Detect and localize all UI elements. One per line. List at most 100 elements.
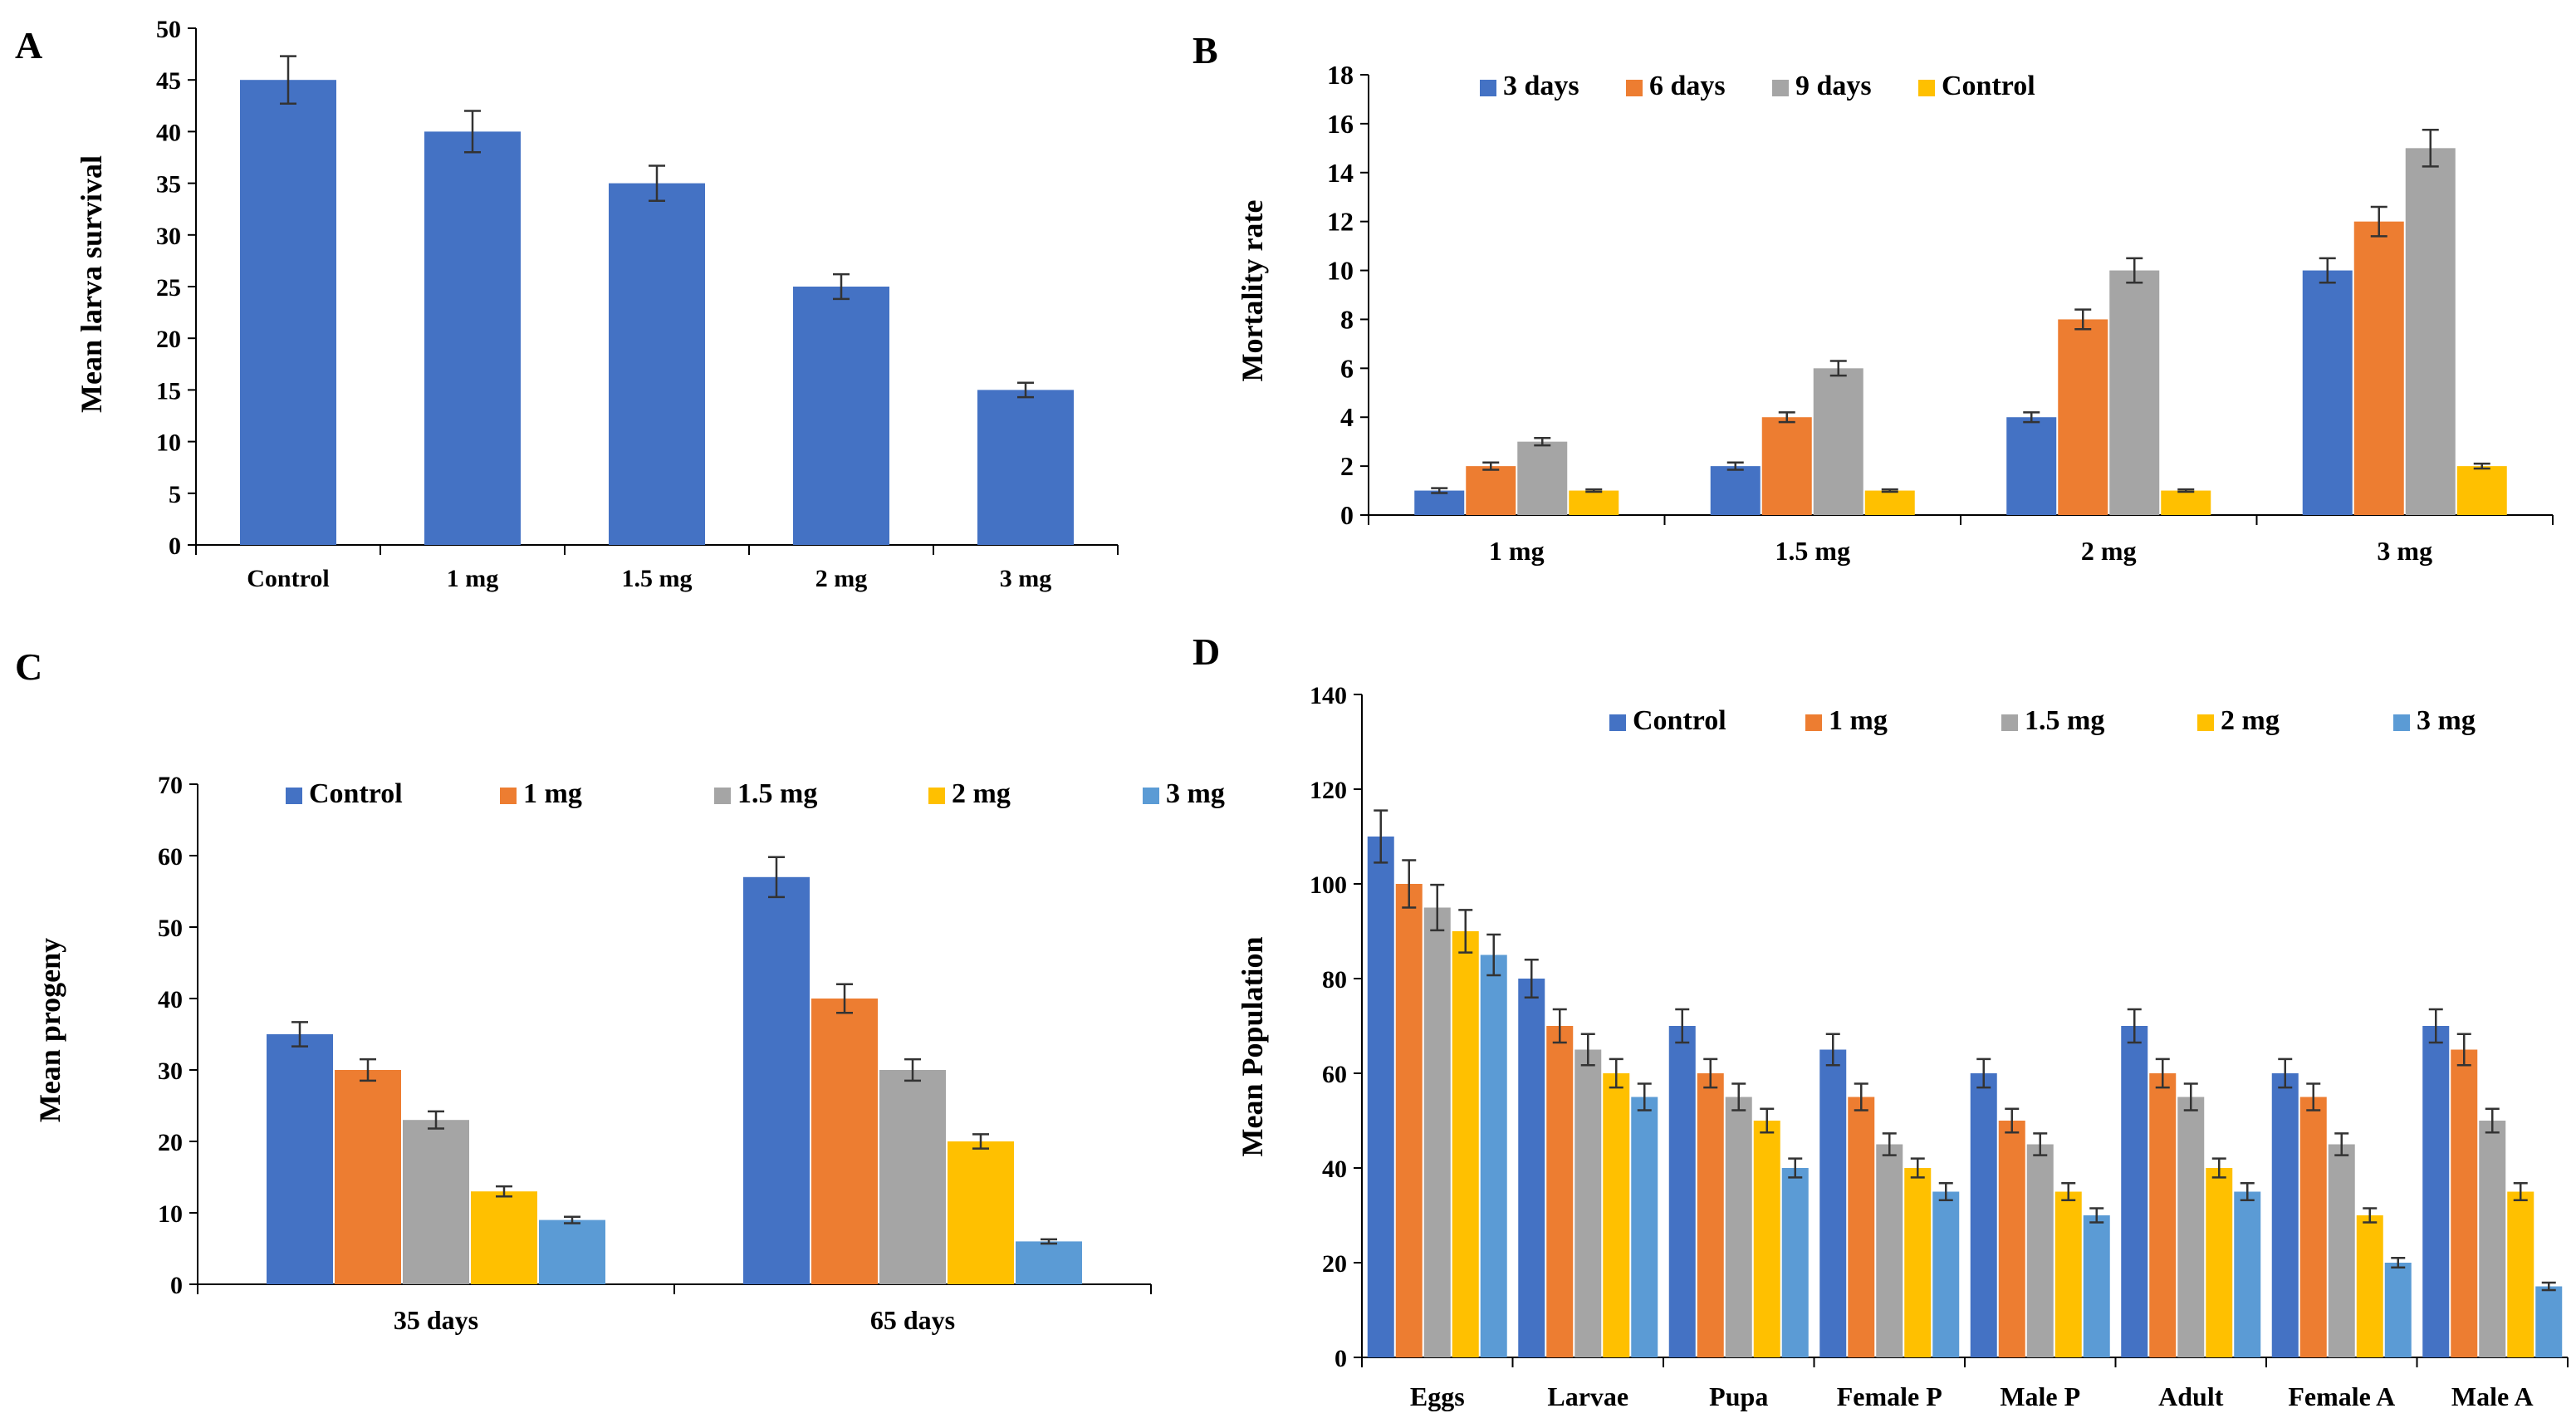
bar	[1367, 837, 1394, 1357]
bar	[2479, 1121, 2506, 1357]
bar	[2149, 1073, 2177, 1357]
bar	[2121, 1026, 2148, 1357]
bar	[2161, 490, 2211, 515]
bar	[1546, 1026, 1574, 1357]
x-tick-label: 1.5 mg	[622, 565, 693, 592]
x-tick-label: Larvae	[1547, 1381, 1628, 1411]
bar	[2299, 1097, 2327, 1357]
legend-swatch	[1143, 788, 1159, 804]
y-tick-label: 18	[1327, 60, 1354, 90]
legend-label: 3 mg	[1166, 778, 1225, 809]
bar	[1480, 954, 1507, 1357]
legend-swatch	[286, 788, 302, 804]
bar	[2422, 1026, 2450, 1357]
legend-swatch	[2393, 714, 2410, 731]
y-tick-label: 15	[156, 377, 181, 405]
panel-letter: C	[15, 645, 42, 688]
legend-item: 2 mg	[928, 778, 1011, 809]
y-axis-label: Mean larva survival	[75, 155, 108, 413]
legend-label: 2 mg	[952, 778, 1011, 809]
y-tick-label: 10	[1327, 256, 1354, 286]
bar	[977, 390, 1074, 545]
legend-item: Control	[1918, 71, 2035, 101]
legend-label: 3 mg	[2417, 705, 2476, 736]
x-tick-label: Male P	[2000, 1381, 2080, 1411]
y-tick-label: 30	[156, 223, 181, 250]
legend-item: Control	[286, 778, 403, 809]
y-tick-label: 50	[158, 915, 183, 942]
panel-letter: B	[1193, 29, 1218, 71]
bar	[2026, 1144, 2054, 1357]
bar	[2054, 1191, 2082, 1357]
y-tick-label: 10	[158, 1200, 183, 1228]
x-tick-label: 3 mg	[2377, 536, 2432, 566]
y-tick-label: 0	[169, 532, 181, 560]
legend-item: 1 mg	[500, 778, 582, 809]
bar	[2535, 1286, 2563, 1357]
y-tick-label: 20	[156, 326, 181, 353]
bar	[471, 1191, 537, 1284]
legend-label: Control	[309, 778, 403, 809]
bar	[1395, 884, 1423, 1357]
bar	[1932, 1191, 1960, 1357]
legend-label: 1.5 mg	[2025, 705, 2104, 736]
legend-label: Control	[1633, 705, 1726, 736]
legend-label: Control	[1942, 71, 2035, 101]
legend: Control 1 mg 1.5 mg 2 mg 3 mg	[286, 778, 1225, 809]
y-tick-label: 80	[1322, 966, 1347, 994]
legend-swatch	[1609, 714, 1626, 731]
bar	[1876, 1144, 1903, 1357]
legend-label: 2 mg	[2221, 705, 2280, 736]
legend-swatch	[2197, 714, 2214, 731]
bar	[1970, 1073, 1997, 1357]
y-tick-label: 2	[1340, 451, 1354, 481]
y-tick-label: 120	[1310, 777, 1347, 804]
bar	[1569, 490, 1619, 515]
y-tick-label: 30	[158, 1058, 183, 1085]
bar	[793, 287, 889, 545]
y-tick-label: 140	[1310, 682, 1347, 709]
bar	[2356, 1215, 2383, 1357]
y-tick-label: 20	[1322, 1250, 1347, 1278]
panel-c: C Mean progeny Control 1 mg 1.5 mg 2 mg 3 mg…	[15, 645, 1225, 1335]
legend-swatch	[2001, 714, 2018, 731]
y-tick-label: 25	[156, 274, 181, 302]
bar	[2328, 1144, 2355, 1357]
bar	[1423, 907, 1451, 1357]
bar	[1631, 1097, 1658, 1357]
y-tick-label: 100	[1310, 871, 1347, 899]
bar	[1864, 490, 1915, 515]
legend-label: 6 days	[1649, 71, 1726, 101]
y-tick-label: 40	[158, 986, 183, 1013]
bar	[2083, 1215, 2110, 1357]
bar	[1518, 979, 1545, 1357]
bar	[267, 1034, 333, 1284]
bar	[1761, 417, 1812, 515]
plot-area: 0 5 10 15 20 25 30 35 40 45 50 Control 1 mg 1.5 mg 2 m…	[156, 16, 1119, 592]
bar	[403, 1120, 469, 1284]
y-tick-label: 60	[158, 843, 183, 871]
bar	[1574, 1049, 1602, 1357]
panel-letter: D	[1193, 631, 1220, 673]
bar	[2206, 1168, 2233, 1357]
legend-item: Control	[1609, 705, 1726, 736]
y-tick-label: 0	[1335, 1345, 1347, 1372]
panel-a: A Mean larva survival 0 5 10 15 20 25 30 35 40 45…	[15, 16, 1119, 592]
x-tick-label: 1 mg	[1489, 536, 1545, 566]
x-tick-label: 1 mg	[447, 565, 499, 592]
bar	[2353, 221, 2404, 515]
y-tick-label: 10	[156, 429, 181, 457]
legend-item: 6 days	[1626, 71, 1726, 101]
plot-area: 0 2 4 6 8 10 12 14 16 18 1 mg 1.5 mg 2 mg 3 mg	[1327, 60, 2554, 566]
x-tick-label: 65 days	[870, 1305, 955, 1335]
legend-item: 1 mg	[1805, 705, 1888, 736]
bar	[539, 1219, 605, 1284]
legend-item: 3 mg	[1143, 778, 1225, 809]
y-tick-label: 40	[1322, 1156, 1347, 1183]
legend: 3 days 6 days 9 days Control	[1480, 71, 2035, 101]
legend-swatch	[1772, 80, 1789, 96]
plot-area: 0 20 40 60 80 100 120 140 Eggs Larvae Pupa Female P…	[1310, 682, 2569, 1411]
bar	[1904, 1168, 1932, 1357]
y-tick-label: 70	[158, 772, 183, 799]
